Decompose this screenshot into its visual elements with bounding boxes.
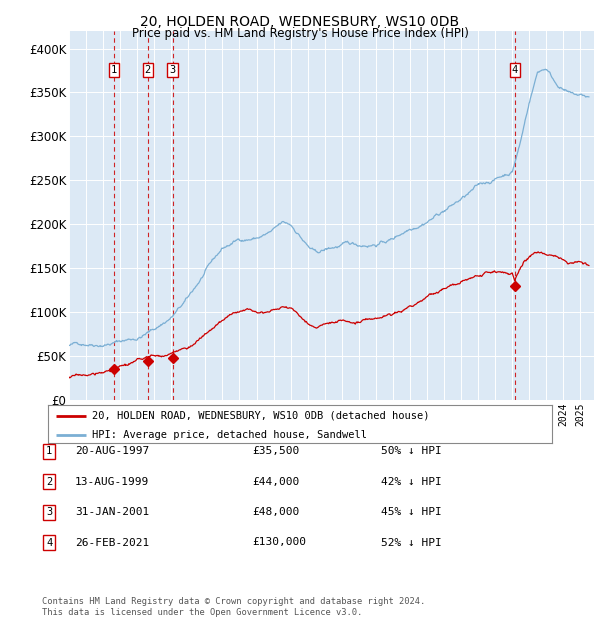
Text: 2: 2 <box>145 64 151 75</box>
Text: 13-AUG-1999: 13-AUG-1999 <box>75 477 149 487</box>
Text: HPI: Average price, detached house, Sandwell: HPI: Average price, detached house, Sand… <box>92 430 367 440</box>
Text: Price paid vs. HM Land Registry's House Price Index (HPI): Price paid vs. HM Land Registry's House … <box>131 27 469 40</box>
Text: 20, HOLDEN ROAD, WEDNESBURY, WS10 0DB (detached house): 20, HOLDEN ROAD, WEDNESBURY, WS10 0DB (d… <box>92 410 430 420</box>
Text: 26-FEB-2021: 26-FEB-2021 <box>75 538 149 547</box>
Text: Contains HM Land Registry data © Crown copyright and database right 2024.
This d: Contains HM Land Registry data © Crown c… <box>42 598 425 617</box>
Text: £48,000: £48,000 <box>252 507 299 517</box>
Text: 4: 4 <box>46 538 52 547</box>
Text: 20, HOLDEN ROAD, WEDNESBURY, WS10 0DB: 20, HOLDEN ROAD, WEDNESBURY, WS10 0DB <box>140 16 460 30</box>
Text: 1: 1 <box>111 64 117 75</box>
Text: 1: 1 <box>46 446 52 456</box>
Text: 42% ↓ HPI: 42% ↓ HPI <box>381 477 442 487</box>
Text: 31-JAN-2001: 31-JAN-2001 <box>75 507 149 517</box>
Text: 45% ↓ HPI: 45% ↓ HPI <box>381 507 442 517</box>
Text: 20-AUG-1997: 20-AUG-1997 <box>75 446 149 456</box>
Text: 3: 3 <box>46 507 52 517</box>
Text: £44,000: £44,000 <box>252 477 299 487</box>
Text: 50% ↓ HPI: 50% ↓ HPI <box>381 446 442 456</box>
Text: £130,000: £130,000 <box>252 538 306 547</box>
Text: 4: 4 <box>512 64 518 75</box>
Text: 2: 2 <box>46 477 52 487</box>
Text: 3: 3 <box>170 64 176 75</box>
Text: £35,500: £35,500 <box>252 446 299 456</box>
Text: 52% ↓ HPI: 52% ↓ HPI <box>381 538 442 547</box>
